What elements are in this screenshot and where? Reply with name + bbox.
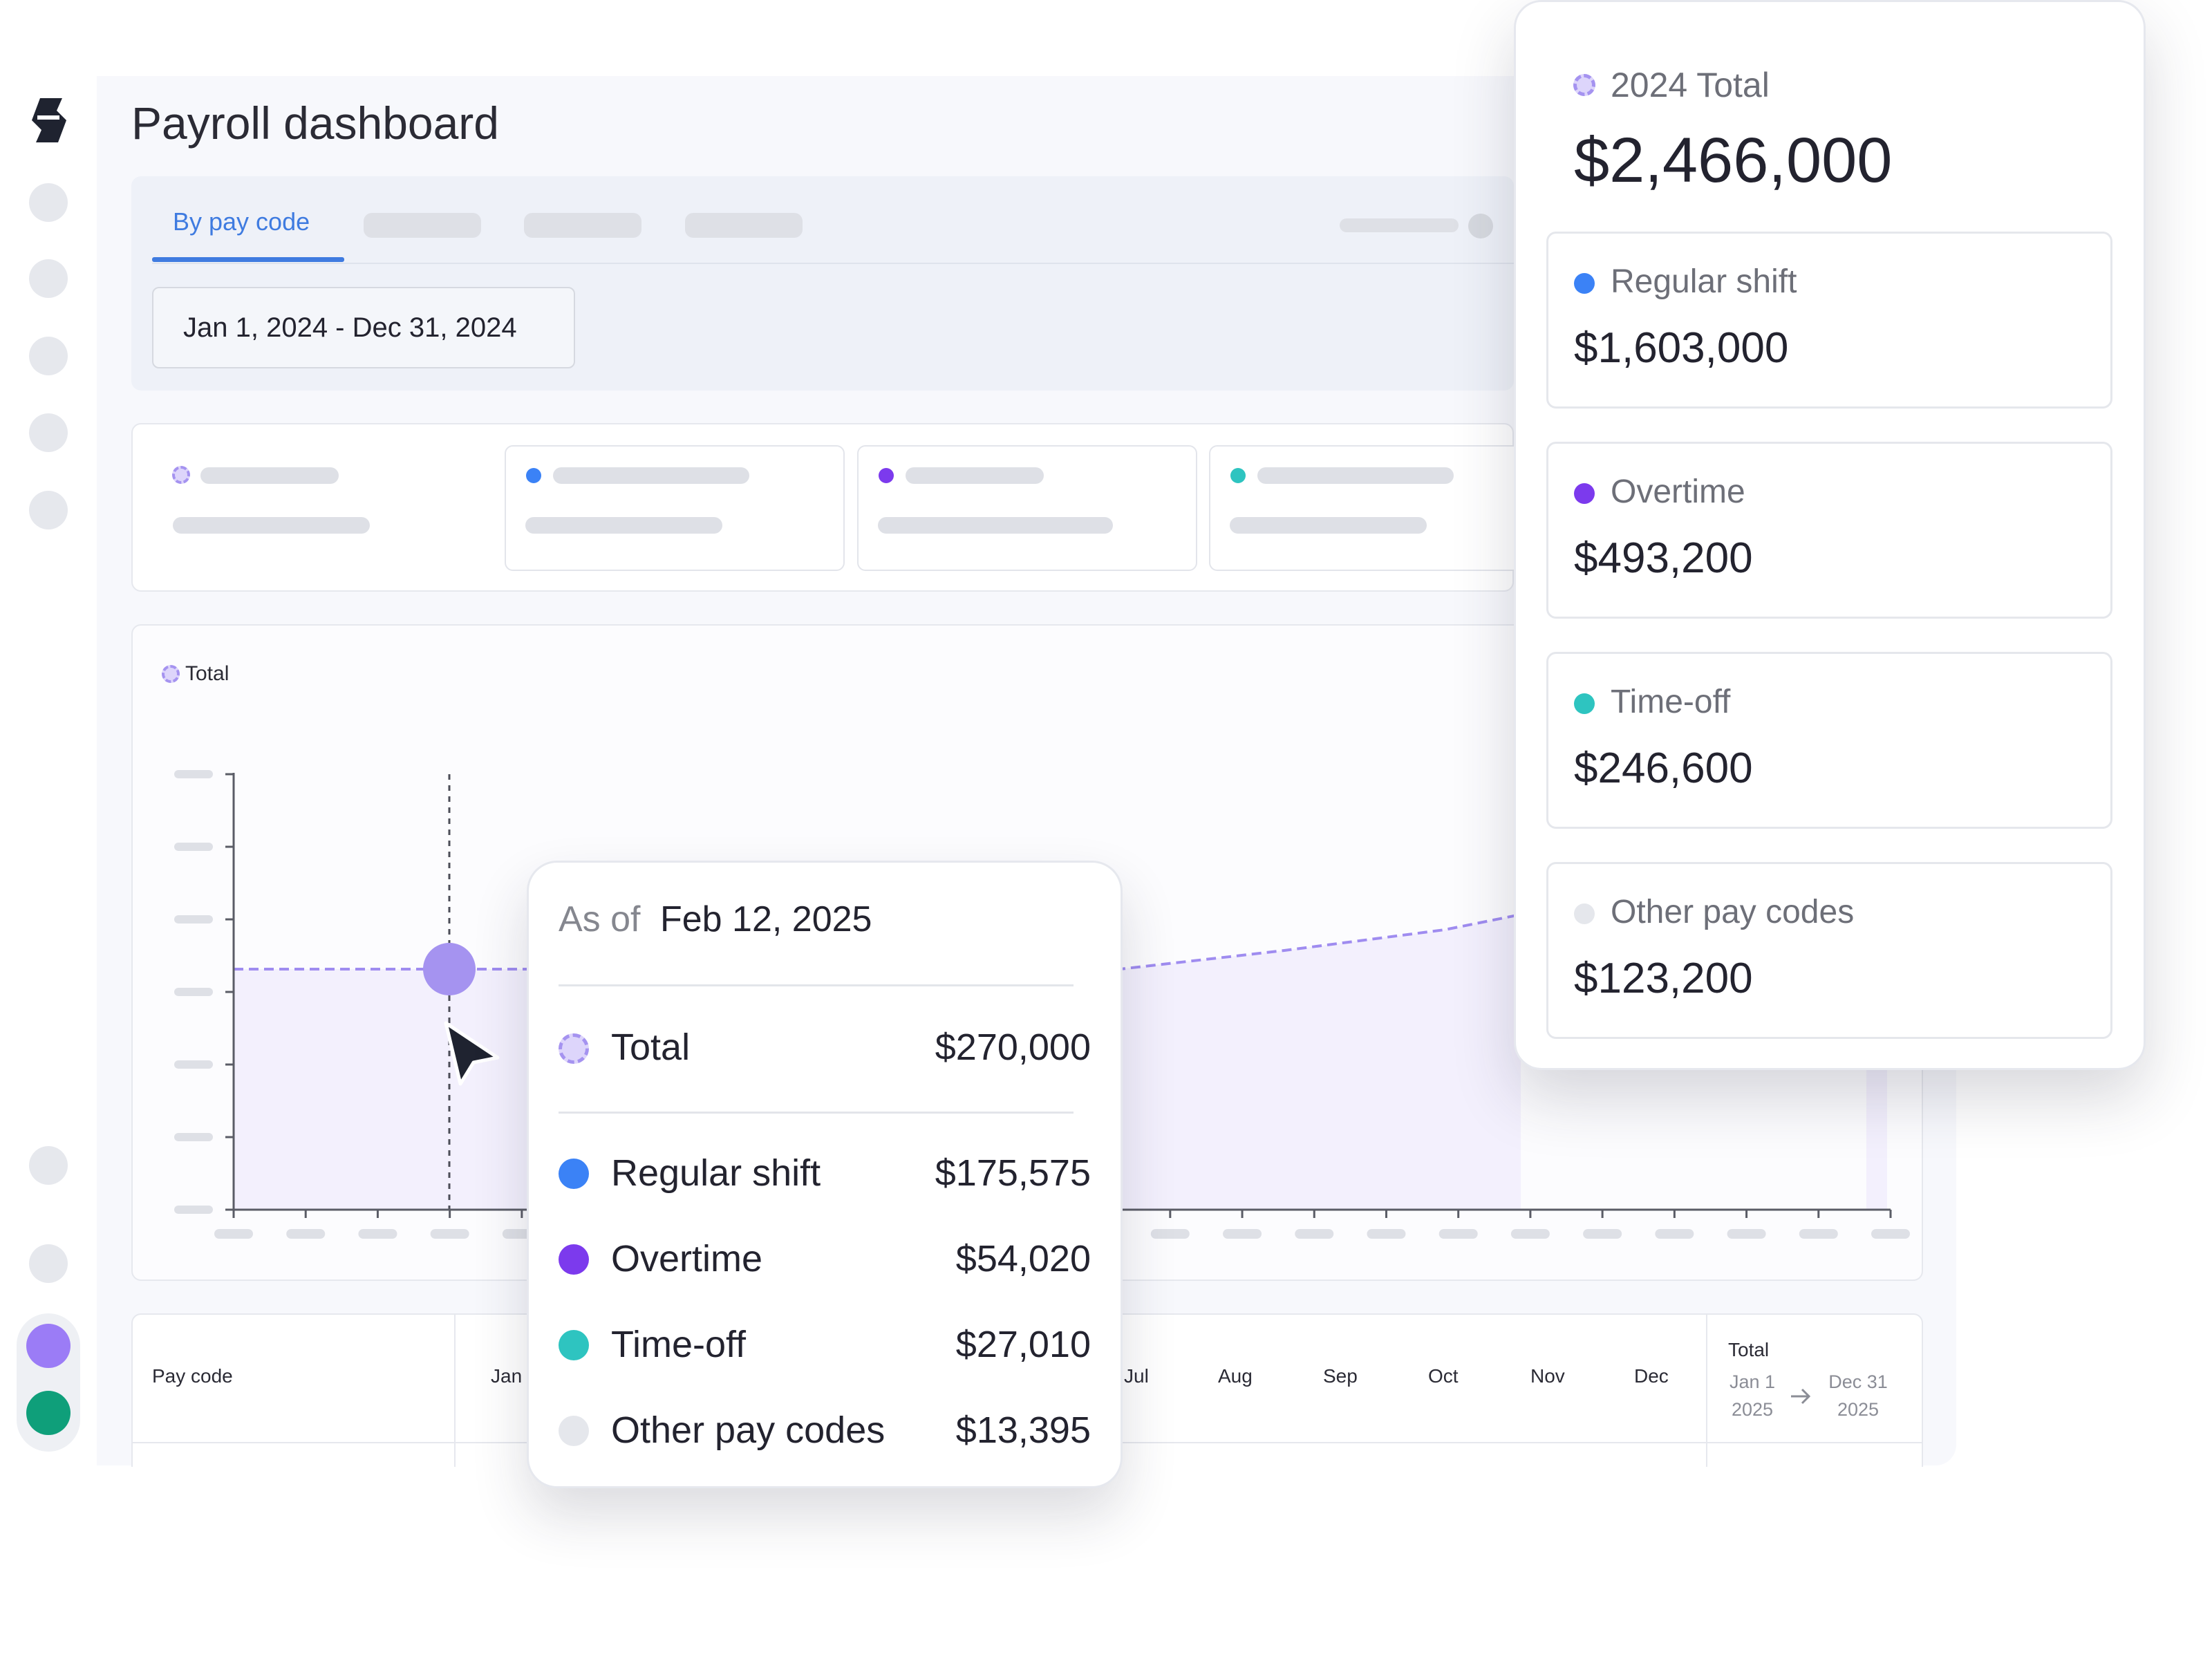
nav-item-icon[interactable] xyxy=(29,413,68,452)
nav-item-icon[interactable] xyxy=(29,259,68,298)
tooltip-row-label: Time-off xyxy=(611,1324,747,1365)
stat-card[interactable] xyxy=(857,445,1197,571)
column-header-month[interactable]: Dec xyxy=(1634,1365,1669,1387)
tab-active-indicator xyxy=(152,257,344,262)
summary-card-overtime[interactable] xyxy=(1546,442,2112,619)
stat-label-placeholder xyxy=(200,467,339,484)
summary-card-time-off[interactable] xyxy=(1546,652,2112,829)
page-title: Payroll dashboard xyxy=(131,97,499,149)
nav-item-icon[interactable] xyxy=(29,1146,68,1185)
time-off-dot-icon xyxy=(559,1330,589,1360)
stat-label-placeholder xyxy=(1257,467,1454,484)
tab-placeholder[interactable] xyxy=(685,213,803,238)
summary-card-label: Regular shift xyxy=(1611,263,1797,300)
summary-card-other-pay-codes[interactable] xyxy=(1546,862,2112,1039)
total-legend-icon xyxy=(559,1033,589,1064)
date-range-picker[interactable] xyxy=(152,287,575,368)
arrow-right-icon xyxy=(1791,1388,1811,1405)
column-header-pay-code[interactable]: Pay code xyxy=(152,1365,233,1387)
tooltip-date: Feb 12, 2025 xyxy=(660,899,872,939)
range-end-month: Dec 31 xyxy=(1828,1371,1888,1392)
tooltip-row-value: $175,575 xyxy=(935,1152,1091,1194)
date-range-value: Jan 1, 2024 - Dec 31, 2024 xyxy=(183,312,517,343)
column-header-month[interactable]: Sep xyxy=(1323,1365,1358,1387)
tooltip-row-label: Regular shift xyxy=(611,1152,821,1194)
time-off-dot-icon xyxy=(1574,693,1595,714)
tooltip-row-value: $27,010 xyxy=(955,1324,1091,1365)
regular-shift-dot-icon xyxy=(1574,273,1595,294)
stat-label-placeholder xyxy=(906,467,1044,484)
nav-item-icon[interactable] xyxy=(29,337,68,375)
summary-card-label: Other pay codes xyxy=(1611,894,1855,930)
tab-placeholder[interactable] xyxy=(364,213,481,238)
tab-placeholder[interactable] xyxy=(524,213,641,238)
app-logo-icon[interactable] xyxy=(30,97,66,144)
summary-card-label: Time-off xyxy=(1611,684,1731,720)
tooltip-as-of-prefix: As of xyxy=(559,899,641,939)
tooltip-row-label: Overtime xyxy=(611,1238,763,1280)
nav-item-icon[interactable] xyxy=(29,1244,68,1283)
nav-rail xyxy=(0,76,97,1465)
regular-shift-dot-icon xyxy=(526,468,541,483)
column-divider xyxy=(454,1315,456,1467)
toggle-placeholder xyxy=(1340,218,1459,232)
tab-divider xyxy=(152,263,1514,264)
stat-value-placeholder xyxy=(525,517,722,534)
toggle-knob[interactable] xyxy=(1468,214,1493,238)
total-legend-icon xyxy=(172,466,190,484)
overtime-dot-icon xyxy=(559,1244,589,1275)
chart-legend-total: Total xyxy=(185,662,229,685)
range-start-month: Jan 1 xyxy=(1729,1371,1776,1392)
column-header-month[interactable]: Nov xyxy=(1530,1365,1565,1387)
column-header-total[interactable]: Total xyxy=(1728,1339,1770,1360)
tooltip-row-label: Total xyxy=(611,1027,691,1068)
summary-card-value: $1,603,000 xyxy=(1574,324,1789,372)
avatar[interactable] xyxy=(26,1324,71,1368)
stat-value-placeholder xyxy=(878,517,1113,534)
nav-item-icon[interactable] xyxy=(29,491,68,529)
summary-card-regular-shift[interactable] xyxy=(1546,232,2112,409)
column-divider xyxy=(1706,1315,1707,1467)
page-background xyxy=(97,1467,1963,1659)
nav-item-icon[interactable] xyxy=(29,183,68,222)
summary-label: 2024 Total xyxy=(1611,66,1770,104)
stat-card[interactable] xyxy=(1209,445,1549,571)
other-pay-codes-dot-icon xyxy=(559,1416,589,1446)
column-header-month[interactable]: Jul xyxy=(1124,1365,1149,1387)
summary-card-value: $246,600 xyxy=(1574,744,1753,792)
tooltip-row-value: $13,395 xyxy=(955,1409,1091,1451)
range-start-year: 2025 xyxy=(1731,1399,1774,1420)
stat-value-placeholder xyxy=(1230,517,1427,534)
stat-label-placeholder xyxy=(553,467,749,484)
column-header-month[interactable]: Oct xyxy=(1428,1365,1459,1387)
avatar[interactable] xyxy=(26,1391,71,1435)
chart-tooltip xyxy=(527,861,1123,1488)
regular-shift-dot-icon xyxy=(559,1159,589,1189)
tooltip-row-value: $270,000 xyxy=(935,1027,1091,1068)
stat-value-placeholder xyxy=(173,517,370,534)
range-end-year: 2025 xyxy=(1837,1399,1880,1420)
total-legend-icon xyxy=(162,665,180,683)
column-header-month[interactable]: Jan xyxy=(491,1365,523,1387)
tooltip-row-label: Other pay codes xyxy=(611,1409,885,1451)
stat-card[interactable] xyxy=(505,445,845,571)
other-pay-codes-dot-icon xyxy=(1574,903,1595,924)
overtime-dot-icon xyxy=(879,468,894,483)
tooltip-divider xyxy=(559,1112,1074,1114)
time-off-dot-icon xyxy=(1230,468,1246,483)
total-legend-icon xyxy=(1573,74,1595,96)
summary-card-value: $493,200 xyxy=(1574,534,1753,582)
column-header-month[interactable]: Aug xyxy=(1218,1365,1253,1387)
overtime-dot-icon xyxy=(1574,483,1595,504)
tab-by-pay-code[interactable]: By pay code xyxy=(173,207,310,236)
tooltip-divider xyxy=(559,984,1074,986)
summary-card-label: Overtime xyxy=(1611,474,1745,510)
summary-total: $2,466,000 xyxy=(1574,125,1893,196)
tooltip-row-value: $54,020 xyxy=(955,1238,1091,1280)
summary-card-value: $123,200 xyxy=(1574,955,1753,1002)
